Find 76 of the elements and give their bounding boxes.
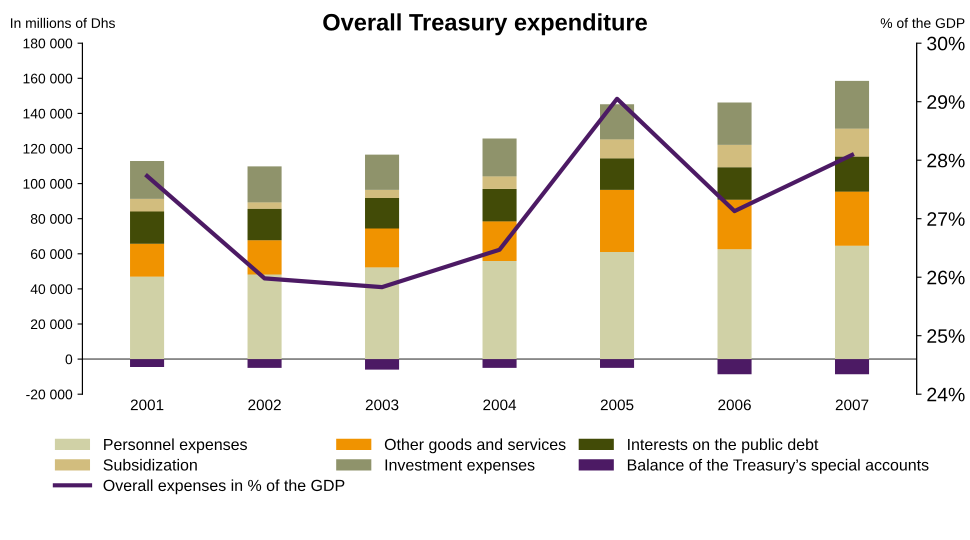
bar [248, 208, 282, 240]
bar [365, 198, 400, 229]
bar [600, 252, 634, 360]
x-tick-label: 2007 [836, 399, 868, 410]
bar [834, 192, 870, 246]
x-tick-label: 2004 [483, 399, 516, 410]
bar [365, 359, 400, 370]
bar [365, 267, 400, 360]
y-tick-label: 40 000 [30, 284, 72, 294]
bar [130, 160, 164, 199]
bar [482, 138, 517, 176]
y2-axis-title: % of the GDP [880, 18, 964, 28]
y-axis-title: In millions of Dhs [10, 18, 115, 28]
bar [834, 359, 870, 374]
bar [365, 190, 400, 198]
bar [600, 139, 634, 158]
bar [834, 80, 870, 129]
y2-tick-label: 25% [927, 329, 965, 343]
y2-tick-label: 28% [927, 154, 965, 168]
y-tick-label: -20 000 [26, 390, 72, 400]
y-tick-label: 160 000 [24, 74, 72, 84]
bar [482, 359, 517, 368]
x-tick-label: 2002 [248, 399, 281, 410]
y-tick-label: 20 000 [30, 319, 72, 330]
legend-label: Personnel expenses [104, 438, 247, 454]
x-tick-label: 2006 [718, 399, 751, 410]
bar [365, 154, 400, 190]
legend-label: Overall expenses in % of the GDP [104, 479, 344, 494]
legend-label: Interests on the public debt [628, 438, 818, 454]
bar [600, 158, 634, 190]
y-tick-label: 0 [66, 354, 72, 364]
bar [248, 274, 282, 360]
bar [718, 249, 752, 360]
legend-label: Other goods and services [384, 438, 566, 454]
y2-tick-label: 24% [927, 388, 965, 402]
bar [248, 359, 282, 368]
y-tick-label: 180 000 [24, 38, 72, 48]
x-tick-label: 2001 [130, 399, 164, 410]
bar [130, 244, 164, 277]
bar [365, 228, 400, 268]
bar [130, 276, 164, 360]
bar [834, 128, 870, 157]
y-tick-label: 80 000 [30, 214, 72, 224]
legend-label: Investment expenses [386, 459, 534, 474]
bar [248, 202, 282, 209]
y-tick-label: 100 000 [24, 178, 72, 189]
legend-label: Subsidization [104, 458, 197, 471]
y-tick-label: 140 000 [24, 108, 72, 119]
legend-label: Balance of the Treasury’s special accounts [628, 458, 928, 474]
chart-title: Overall Treasury expenditure [323, 13, 647, 36]
bar [130, 198, 164, 212]
x-tick-label: 2003 [366, 399, 398, 410]
bar [482, 176, 517, 189]
bar [248, 240, 282, 275]
bar [834, 246, 870, 360]
bar [130, 212, 164, 244]
bar [482, 188, 517, 222]
bar [248, 166, 282, 202]
bar [718, 102, 752, 145]
bar [718, 200, 752, 250]
line-series [144, 96, 854, 290]
y-tick-label: 60 000 [30, 249, 72, 259]
y2-tick-label: 29% [927, 95, 965, 109]
bar [718, 167, 752, 200]
y2-tick-label: 26% [927, 270, 965, 284]
bar [834, 156, 870, 192]
y2-tick-label: 27% [927, 212, 965, 226]
bar [718, 144, 752, 168]
x-tick-label: 2005 [600, 399, 634, 410]
bar [600, 190, 634, 252]
y2-tick-label: 30% [927, 36, 965, 50]
bar [130, 359, 164, 367]
bar [482, 260, 517, 360]
y-tick-label: 120 000 [24, 144, 72, 154]
bar [718, 359, 752, 374]
bar [600, 359, 634, 368]
